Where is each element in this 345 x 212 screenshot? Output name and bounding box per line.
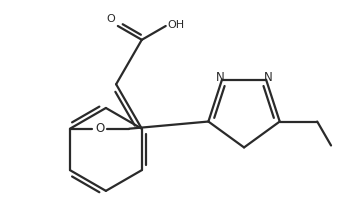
Text: N: N (216, 71, 224, 84)
Text: O: O (95, 122, 104, 135)
Text: OH: OH (168, 20, 185, 30)
Text: O: O (106, 14, 115, 24)
Text: N: N (264, 71, 273, 84)
